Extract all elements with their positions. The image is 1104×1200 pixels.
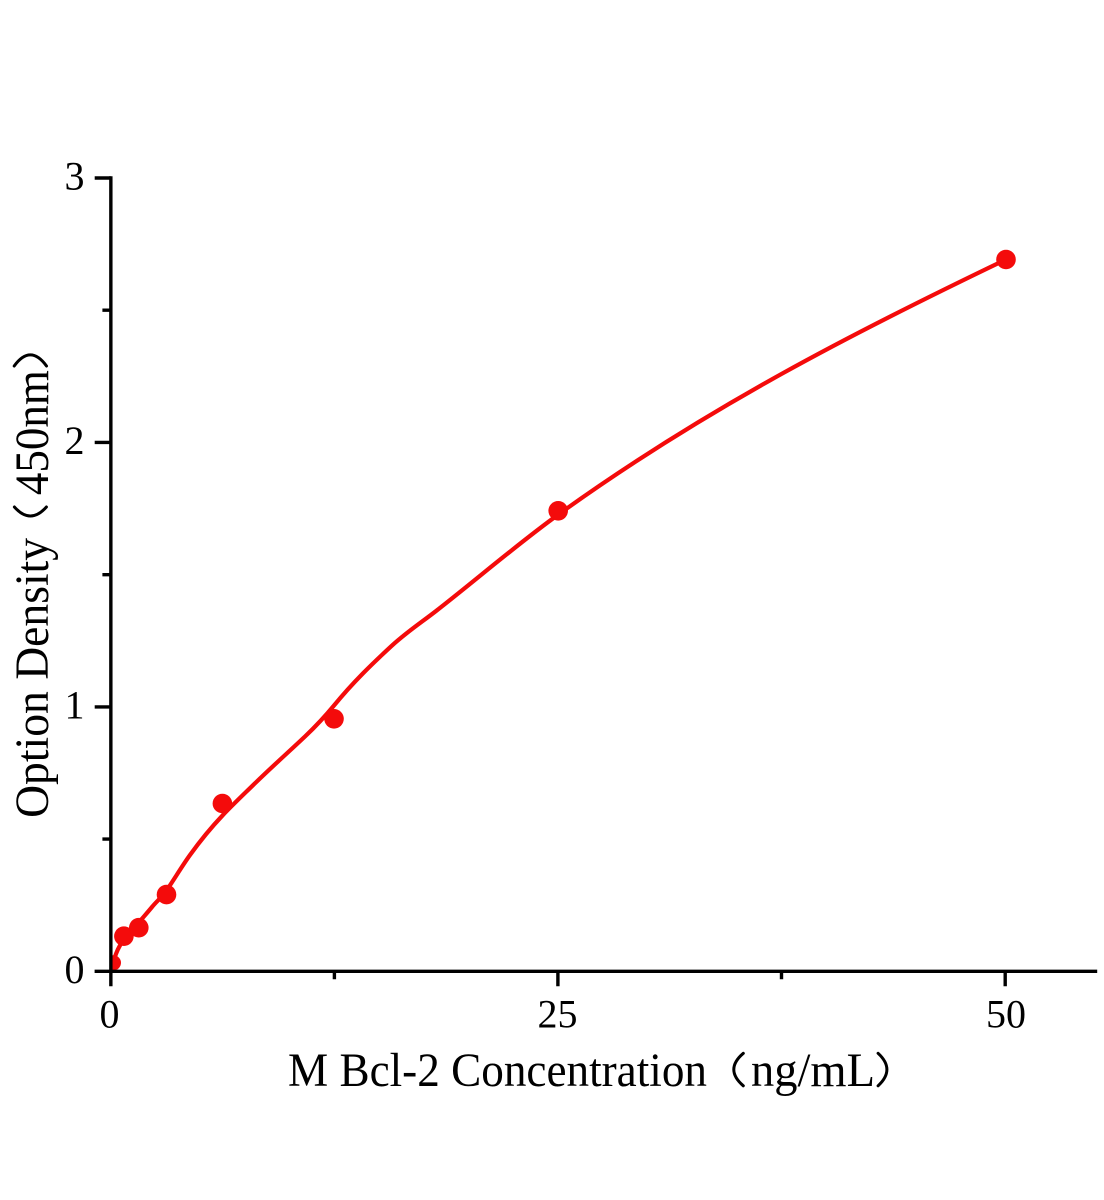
svg-text:450nm: 450nm bbox=[6, 370, 59, 495]
svg-text:25: 25 bbox=[538, 992, 578, 1037]
svg-text:Option Density: Option Density bbox=[6, 538, 59, 818]
svg-text:0: 0 bbox=[65, 947, 85, 992]
svg-text:2: 2 bbox=[65, 418, 85, 463]
svg-text:ng/mL: ng/mL bbox=[751, 1044, 875, 1097]
svg-text:50: 50 bbox=[986, 992, 1026, 1037]
svg-text:M Bcl-2 Concentration: M Bcl-2 Concentration bbox=[288, 1044, 707, 1097]
svg-text:3: 3 bbox=[65, 154, 85, 199]
svg-text:0: 0 bbox=[100, 992, 120, 1037]
svg-text:1: 1 bbox=[65, 682, 85, 727]
